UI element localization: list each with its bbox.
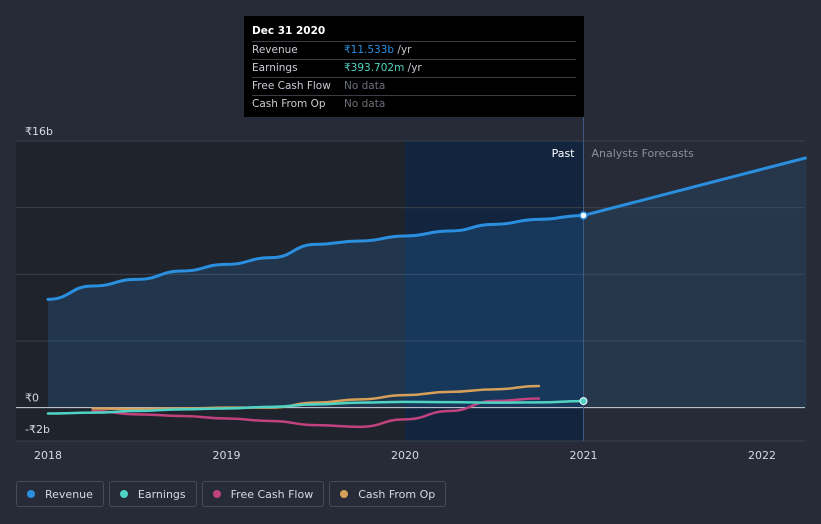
- tooltip-label: Earnings: [252, 62, 298, 74]
- tooltip-unit: /yr: [394, 44, 412, 56]
- revenue-forecast-line: [583, 156, 808, 217]
- x-tick-label: 2019: [213, 449, 241, 462]
- tooltip-label: Free Cash Flow: [252, 80, 331, 92]
- tooltip-row-earnings: Earnings ₹393.702m /yr: [252, 59, 576, 77]
- y-tick-label: ₹16b: [25, 125, 53, 138]
- legend-label: Earnings: [137, 487, 186, 501]
- tooltip-row-fcf: Free Cash Flow No data: [252, 77, 576, 95]
- legend-dot-icon: [119, 490, 128, 498]
- legend-item-cash-from-op[interactable]: Cash From Op: [329, 481, 447, 507]
- highlight-points: [579, 211, 588, 406]
- legend-dot-icon: [27, 490, 35, 498]
- earnings-line: [46, 399, 585, 415]
- tooltip-row-revenue: Revenue ₹11.533b /yr: [252, 41, 576, 59]
- legend-dot-icon: [340, 490, 349, 498]
- legend-item-revenue[interactable]: Revenue: [16, 481, 104, 507]
- x-axis-labels: 2018 2019 2020 2021 2022: [34, 449, 776, 462]
- forecast-label: Analysts Forecasts: [592, 147, 695, 160]
- tooltip-value: No data: [344, 80, 386, 92]
- revenue-area: [48, 157, 807, 408]
- series-lines: [46, 156, 808, 429]
- legend-dot-icon: [212, 490, 221, 498]
- revenue-area-forecast: [583, 157, 807, 408]
- revenue-area-past: [48, 215, 584, 408]
- y-tick-label: -₹2b: [25, 423, 50, 436]
- tooltip-unit: /yr: [404, 62, 422, 74]
- legend-label: Cash From Op: [358, 487, 436, 501]
- highlight-band: [405, 141, 584, 441]
- x-tick-label: 2022: [748, 449, 776, 462]
- tooltip-value: ₹393.702m: [344, 62, 405, 74]
- tooltip-label: Revenue: [252, 44, 298, 56]
- legend: Revenue Earnings Free Cash Flow Cash Fro…: [16, 481, 447, 507]
- y-tick-label: ₹0: [25, 392, 39, 405]
- x-tick-label: 2020: [391, 449, 419, 462]
- tooltip-label: Cash From Op: [252, 98, 326, 110]
- past-label: Past: [552, 147, 576, 160]
- earnings-point: [579, 397, 588, 406]
- x-tick-label: 2018: [34, 449, 62, 462]
- free-cash-flow-line: [91, 397, 541, 429]
- tooltip-value: No data: [344, 98, 386, 110]
- legend-label: Free Cash Flow: [230, 487, 314, 501]
- legend-item-free-cash-flow[interactable]: Free Cash Flow: [201, 481, 325, 507]
- tooltip: Dec 31 2020 Revenue ₹11.533b /yr Earning…: [244, 16, 584, 117]
- gridlines: [16, 140, 805, 442]
- revenue-line: [46, 213, 585, 301]
- legend-item-earnings[interactable]: Earnings: [108, 481, 197, 507]
- tooltip-date: Dec 31 2020: [252, 25, 326, 37]
- legend-label: Revenue: [45, 487, 93, 501]
- x-tick-label: 2021: [570, 449, 598, 462]
- tooltip-row-cfo: Cash From Op No data: [252, 95, 576, 113]
- y-axis-labels: ₹16b ₹0 -₹2b: [25, 125, 53, 436]
- tooltip-value: ₹11.533b: [344, 44, 395, 56]
- revenue-point: [579, 211, 588, 220]
